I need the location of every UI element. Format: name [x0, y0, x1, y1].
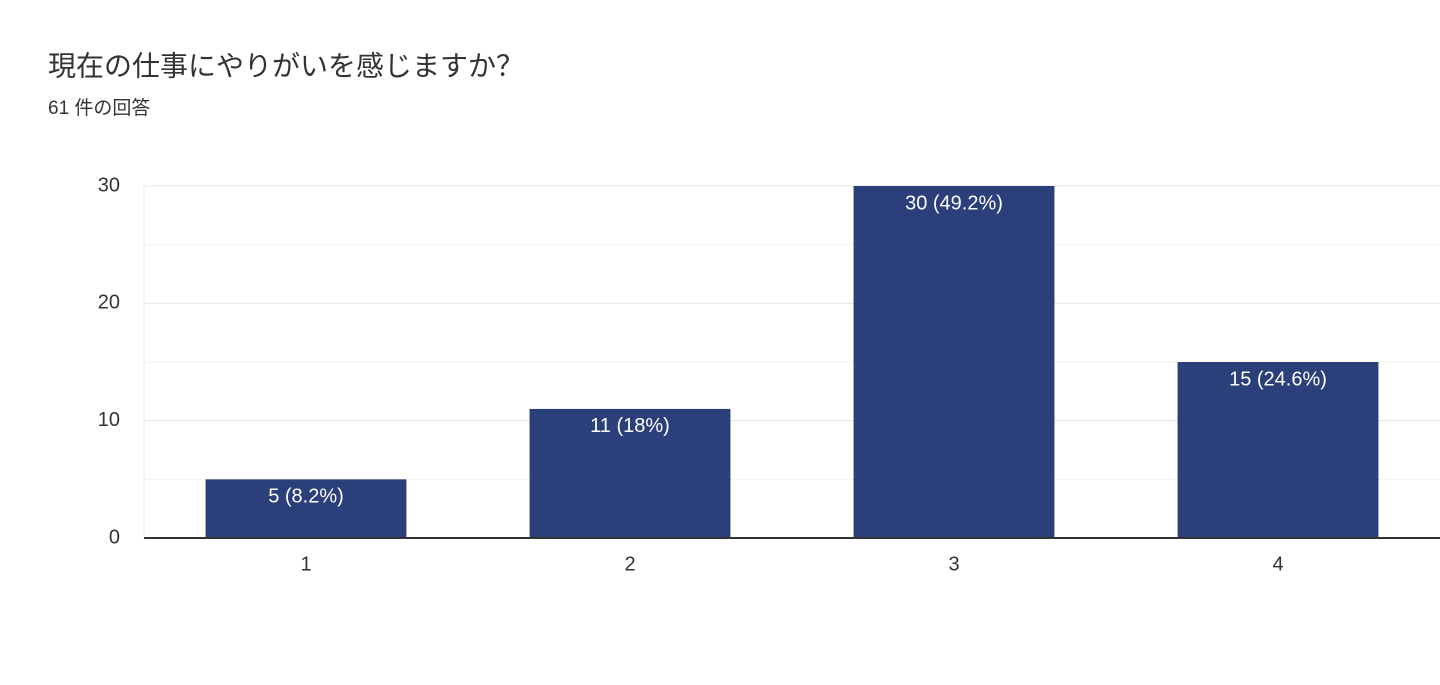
x-tick-label: 1 [300, 553, 311, 575]
value-label: 11 (18%) [590, 415, 670, 437]
x-tick-label: 3 [948, 553, 959, 575]
value-label: 30 (49.2%) [905, 192, 1003, 214]
value-label: 5 (8.2%) [268, 486, 344, 508]
bar [853, 186, 1055, 538]
x-tick-label: 2 [624, 553, 635, 575]
bar [1177, 362, 1379, 538]
chart-title: 現在の仕事にやりがいを感じますか？ [48, 50, 524, 81]
chart-subtitle: 61 件の回答 [48, 97, 150, 119]
y-tick-label: 30 [98, 174, 120, 196]
y-tick-label: 20 [98, 292, 120, 314]
bar [205, 479, 407, 538]
bar [529, 408, 731, 538]
y-tick-label: 0 [109, 526, 120, 548]
y-tick-label: 10 [98, 409, 120, 431]
x-tick-label: 4 [1272, 553, 1283, 575]
value-label: 15 (24.6%) [1229, 368, 1327, 390]
